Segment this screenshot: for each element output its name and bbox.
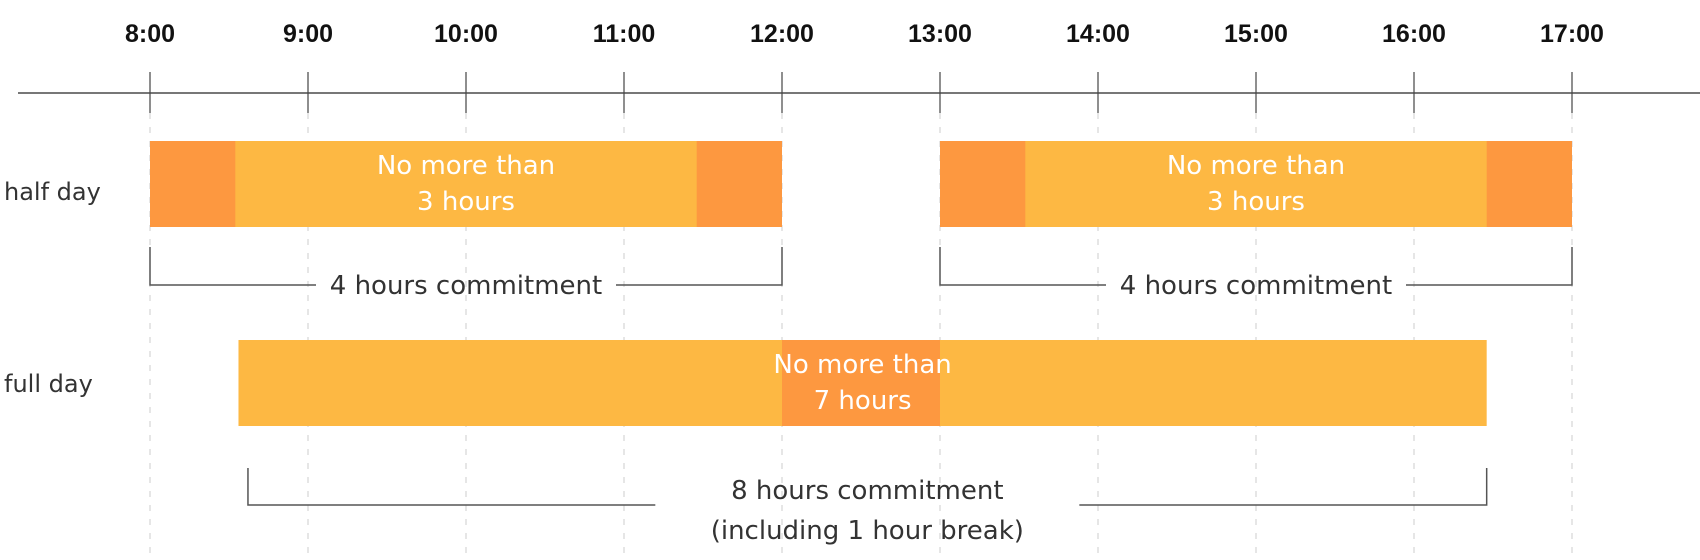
tick-label: 10:00	[434, 20, 498, 48]
bracket-left	[939, 247, 1106, 286]
buffer-segment	[1486, 141, 1572, 227]
bar-text: 3 hours	[417, 187, 515, 217]
row-label: half day	[4, 178, 101, 206]
bracket-left	[149, 247, 316, 286]
buffer-segment	[782, 340, 940, 426]
buffer-segment	[150, 141, 236, 227]
tick-label: 13:00	[908, 20, 972, 48]
bar-text: 3 hours	[1207, 187, 1305, 217]
row-label: full day	[4, 370, 93, 398]
bracket-right	[1406, 247, 1573, 286]
bar-text: No more than	[377, 151, 555, 181]
tick-label: 9:00	[283, 20, 333, 48]
tick-label: 8:00	[125, 20, 175, 48]
work-bar	[940, 141, 1572, 227]
bracket-right	[616, 247, 783, 286]
bracket-label: 8 hours commitment	[731, 476, 1003, 506]
tick-label: 16:00	[1382, 20, 1446, 48]
bracket-label: (including 1 hour break)	[711, 516, 1024, 546]
bracket-left	[247, 468, 656, 506]
tick-label: 17:00	[1540, 20, 1604, 48]
buffer-segment	[940, 141, 1026, 227]
work-bar	[150, 141, 782, 227]
tick-label: 15:00	[1224, 20, 1288, 48]
bar-text: No more than	[1167, 151, 1345, 181]
tick-label: 14:00	[1066, 20, 1130, 48]
buffer-segment	[696, 141, 782, 227]
bracket-label: 4 hours commitment	[1120, 271, 1392, 301]
bracket-label: 4 hours commitment	[330, 271, 602, 301]
tick-label: 11:00	[593, 20, 656, 48]
bracket-right	[1079, 468, 1488, 506]
bar-text: No more than	[773, 350, 951, 380]
bar-text: 7 hours	[814, 386, 912, 416]
tick-label: 12:00	[750, 20, 814, 48]
